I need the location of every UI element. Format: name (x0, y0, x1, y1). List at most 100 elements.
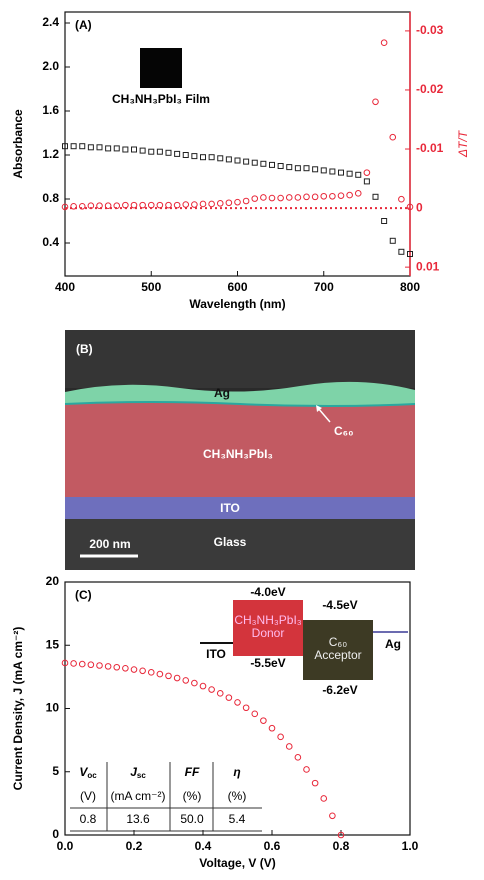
data-point (381, 40, 387, 46)
x-tick-label: 0.8 (333, 839, 350, 853)
data-point (330, 193, 336, 199)
data-point (166, 202, 172, 208)
data-point (287, 165, 292, 170)
data-point (148, 670, 154, 676)
electrode-label: Ag (385, 637, 401, 651)
data-point (157, 149, 162, 154)
data-point (166, 673, 172, 679)
data-point (157, 202, 163, 208)
figure: CH₃NH₃PbI₃ Film (B) Ag C₆₀ CH₃NH₃PbI₃ IT… (0, 0, 484, 880)
data-point (304, 194, 310, 200)
x-tick-label: 0.6 (264, 839, 281, 853)
data-point (347, 171, 352, 176)
data-point (390, 238, 395, 243)
data-point (330, 813, 336, 819)
data-point (312, 194, 318, 200)
data-point (286, 195, 292, 201)
y-axis-label: Absorbance (11, 109, 25, 179)
data-point (278, 195, 284, 201)
top-region (65, 330, 415, 388)
y-tick-label: 10 (46, 701, 60, 715)
data-point (166, 150, 171, 155)
x-tick-label: 400 (55, 280, 75, 294)
data-point (174, 202, 180, 208)
data-point (123, 665, 129, 671)
panel-label: (A) (75, 18, 92, 32)
data-point (183, 202, 189, 208)
data-point (312, 780, 318, 786)
x-axis-label: Voltage, V (V) (199, 856, 275, 870)
data-point (71, 144, 76, 149)
data-point (304, 767, 310, 773)
data-point (131, 667, 137, 673)
table-value: 0.8 (80, 812, 97, 826)
data-point (209, 687, 215, 693)
x-tick-label: 0.4 (195, 839, 212, 853)
data-point (278, 734, 284, 740)
data-point (295, 195, 301, 201)
data-point (286, 744, 292, 750)
y-tick-label: 1.2 (42, 147, 59, 161)
table-unit: (V) (80, 789, 96, 803)
table-value: 13.6 (126, 812, 150, 826)
data-point (105, 664, 111, 670)
data-point (217, 691, 223, 697)
energy-label: -6.2eV (322, 683, 357, 697)
y-tick-label: 15 (46, 637, 60, 651)
data-point (79, 204, 85, 210)
electrode-label: ITO (206, 647, 226, 661)
data-point (278, 164, 283, 169)
header-subscript: sc (137, 771, 146, 780)
data-point (382, 219, 387, 224)
data-point (339, 170, 344, 175)
data-point (97, 663, 103, 669)
acceptor-material: C₆₀ (329, 635, 348, 649)
data-point (252, 160, 257, 165)
x-tick-label: 600 (227, 280, 247, 294)
data-point (140, 668, 146, 674)
data-point (304, 166, 309, 171)
data-point (270, 162, 275, 167)
table-unit: (%) (228, 789, 247, 803)
data-point (192, 154, 197, 159)
table-header: Voc (79, 765, 97, 780)
data-point (114, 664, 120, 670)
layer-label: Ag (214, 386, 230, 400)
y-tick-label: 0 (52, 827, 59, 841)
data-point (235, 700, 241, 706)
data-point (364, 179, 369, 184)
y-tick-label: 2.0 (42, 59, 59, 73)
data-point (105, 203, 111, 209)
x-tick-label: 800 (400, 280, 420, 294)
data-point (252, 711, 258, 717)
data-point (373, 99, 379, 105)
data-point (192, 202, 198, 208)
y2-tick-label: -0.01 (416, 141, 444, 155)
data-point (226, 695, 232, 701)
energy-label: -4.0eV (250, 585, 285, 599)
table-header: FF (185, 765, 200, 779)
energy-label: -5.5eV (250, 656, 285, 670)
inset-label: CH₃NH₃PbI₃ Film (112, 92, 210, 106)
data-point (140, 202, 146, 208)
data-point (321, 193, 327, 199)
table-header: η (233, 765, 240, 779)
data-point (269, 725, 275, 731)
data-point (399, 196, 405, 202)
data-point (71, 204, 77, 210)
donor-material: CH₃NH₃PbI₃ (234, 613, 301, 627)
data-point (217, 201, 223, 207)
x-tick-label: 0.0 (57, 839, 74, 853)
data-point (183, 678, 189, 684)
data-point (295, 755, 301, 761)
data-point (390, 134, 396, 140)
data-point (261, 161, 266, 166)
data-point (295, 166, 300, 171)
data-point (174, 675, 180, 681)
data-point (123, 147, 128, 152)
sem-image: (B) Ag C₆₀ CH₃NH₃PbI₃ ITO Glass 200 nm (65, 330, 415, 570)
data-point (321, 796, 327, 802)
data-point (338, 193, 344, 199)
data-point (157, 671, 163, 677)
data-point (132, 147, 137, 152)
